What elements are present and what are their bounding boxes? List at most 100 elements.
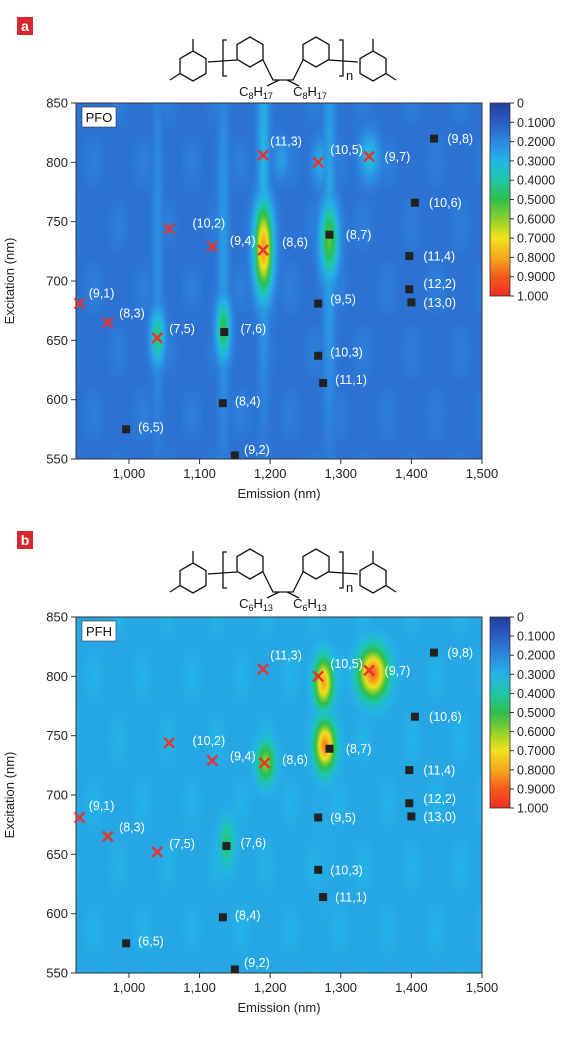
chirality-label: (9,1) bbox=[89, 286, 115, 300]
y-tick-label: 700 bbox=[46, 788, 68, 803]
panel-letter-text: b bbox=[21, 532, 30, 548]
square-marker bbox=[325, 744, 334, 753]
cross-marker bbox=[257, 244, 269, 256]
colorbar-tick-label: 0.5000 bbox=[517, 706, 555, 720]
square-marker bbox=[314, 299, 323, 308]
square-marker bbox=[122, 939, 131, 948]
colorbar-tick-label: 0.9000 bbox=[517, 270, 555, 284]
cross-stroke bbox=[206, 754, 219, 767]
fluorene-bridge bbox=[262, 571, 304, 593]
cross-marker bbox=[257, 663, 269, 676]
fluorene-bridge bbox=[262, 59, 304, 81]
y-tick-label: 550 bbox=[46, 452, 68, 467]
y-tick-label: 700 bbox=[46, 274, 68, 289]
left-aryl-ring bbox=[179, 50, 207, 82]
chirality-label: (9,7) bbox=[385, 664, 411, 678]
sample-label-box bbox=[81, 106, 117, 128]
chirality-label: (10,5) bbox=[330, 143, 363, 157]
x-tick-label: 1,200 bbox=[254, 980, 287, 995]
colorbar-tick-label: 0 bbox=[517, 611, 524, 625]
repeat-label: n bbox=[346, 68, 353, 83]
square-marker bbox=[319, 379, 328, 388]
cross-stroke bbox=[101, 830, 114, 843]
right-aryl-ring bbox=[359, 562, 387, 594]
chirality-label: (10,2) bbox=[193, 216, 226, 230]
chirality-label: (9,7) bbox=[385, 150, 411, 164]
chirality-label: (9,4) bbox=[230, 234, 256, 248]
alkyl-bond bbox=[266, 591, 280, 599]
cross-stroke bbox=[258, 757, 271, 769]
y-tick-label: 750 bbox=[46, 214, 68, 229]
square-marker bbox=[405, 252, 414, 261]
repeat-bracket-right bbox=[339, 39, 344, 77]
square-marker bbox=[314, 813, 323, 822]
chirality-label: (10,6) bbox=[429, 710, 462, 724]
colorbar-tick-label: 0.3000 bbox=[517, 154, 555, 168]
x-tick-label: 1,100 bbox=[183, 466, 216, 481]
cross-marker bbox=[312, 156, 325, 169]
alkyl-bond bbox=[286, 591, 300, 599]
alkyl-bond bbox=[286, 79, 300, 87]
cross-marker bbox=[363, 150, 375, 163]
cross-marker bbox=[206, 754, 219, 767]
fluorene-ring-right bbox=[302, 36, 330, 68]
y-tick-label: 650 bbox=[46, 847, 68, 862]
x-tick-label: 1,500 bbox=[466, 466, 499, 481]
heatmap-canvas bbox=[76, 103, 482, 459]
y-tick-label: 550 bbox=[46, 966, 68, 981]
colorbar-tick-label: 0.1000 bbox=[517, 630, 555, 644]
chirality-label: (7,6) bbox=[241, 836, 267, 850]
cross-stroke bbox=[257, 244, 269, 256]
cross-stroke bbox=[151, 332, 164, 344]
colorbar-tick-label: 0.7000 bbox=[517, 232, 555, 246]
chirality-label: (7,5) bbox=[169, 322, 195, 336]
cross-stroke bbox=[363, 664, 375, 677]
panel-letter-text: a bbox=[21, 18, 29, 34]
panel-letter-bg bbox=[17, 17, 33, 35]
x-tick-label: 1,400 bbox=[395, 980, 428, 995]
chirality-label: (7,6) bbox=[241, 322, 267, 336]
chirality-label: (11,3) bbox=[270, 648, 302, 662]
y-tick-label: 650 bbox=[46, 333, 68, 348]
cross-marker bbox=[151, 332, 164, 344]
cross-marker bbox=[151, 846, 164, 858]
y-tick-label: 800 bbox=[46, 669, 68, 684]
chirality-label: (8,3) bbox=[119, 307, 145, 321]
y-tick-label: 750 bbox=[46, 728, 68, 743]
x-tick-label: 1,300 bbox=[325, 466, 358, 481]
x-tick-label: 1,400 bbox=[395, 466, 428, 481]
colorbar-tick-label: 0.1000 bbox=[517, 116, 555, 130]
x-tick-label: 1,000 bbox=[113, 466, 146, 481]
methyl-bond bbox=[169, 72, 181, 81]
colorbar-tick-label: 0.6000 bbox=[517, 212, 555, 226]
cross-marker bbox=[101, 316, 114, 329]
chirality-label: (11,3) bbox=[270, 134, 302, 148]
chirality-label: (8,4) bbox=[235, 908, 261, 922]
repeat-bracket-left bbox=[222, 39, 227, 77]
repeat-bracket-left bbox=[222, 551, 227, 589]
cross-marker bbox=[363, 664, 375, 677]
square-marker bbox=[325, 230, 334, 239]
chirality-label: (13,0) bbox=[423, 810, 456, 824]
chirality-label: (9,2) bbox=[244, 443, 270, 457]
cross-stroke bbox=[363, 150, 375, 163]
y-axis-label: Excitation (nm) bbox=[2, 752, 17, 839]
sample-label-text: PFO bbox=[86, 110, 113, 125]
square-marker bbox=[429, 648, 438, 657]
methyl-bond bbox=[169, 584, 181, 593]
square-marker bbox=[222, 842, 231, 851]
cross-stroke bbox=[73, 297, 86, 310]
square-marker bbox=[122, 425, 131, 434]
cross-stroke bbox=[312, 670, 325, 683]
square-marker bbox=[405, 799, 414, 808]
colorbar-tick-label: 0.2000 bbox=[517, 135, 555, 149]
colorbar-tick-label: 0.8000 bbox=[517, 251, 555, 265]
colorbar bbox=[489, 102, 511, 297]
panel-letter: a bbox=[17, 17, 33, 35]
fluorene-ring-left bbox=[236, 36, 264, 68]
chirality-label: (11,4) bbox=[423, 250, 455, 264]
chirality-label: (9,5) bbox=[330, 292, 356, 306]
cross-stroke bbox=[163, 222, 176, 235]
methyl-bond bbox=[385, 584, 397, 593]
chirality-label: (11,1) bbox=[335, 373, 367, 387]
